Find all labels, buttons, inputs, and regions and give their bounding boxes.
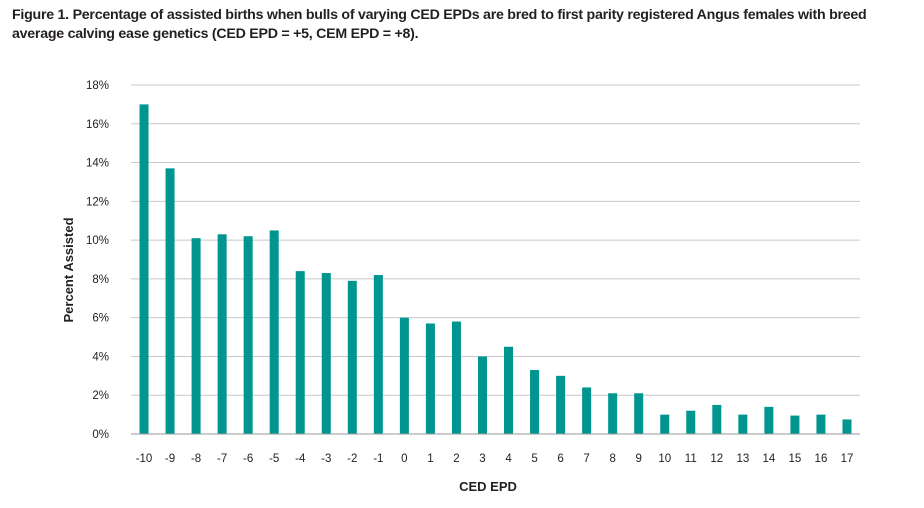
bar xyxy=(347,280,357,434)
bar xyxy=(295,271,305,434)
y-tick-label: 12% xyxy=(86,196,109,208)
x-tick-label: 7 xyxy=(583,453,589,465)
x-tick-label: -10 xyxy=(136,453,153,465)
y-tick-label: 6% xyxy=(92,313,109,325)
bar xyxy=(712,404,722,434)
bar xyxy=(373,275,383,434)
bar xyxy=(165,168,175,434)
bar xyxy=(790,415,800,434)
x-tick-label: -2 xyxy=(347,453,357,465)
y-tick-label: 4% xyxy=(92,351,109,363)
bar xyxy=(451,321,461,434)
bar xyxy=(504,346,514,434)
bar xyxy=(764,406,774,434)
bar xyxy=(556,375,566,434)
x-tick-label: 11 xyxy=(685,453,697,465)
bar xyxy=(269,230,279,434)
x-tick-label: 13 xyxy=(736,453,749,465)
bar xyxy=(243,236,253,434)
bar xyxy=(530,370,540,434)
bar xyxy=(477,356,487,434)
bars xyxy=(139,104,852,434)
x-tick-label: -8 xyxy=(191,453,201,465)
bar xyxy=(634,393,644,434)
x-tick-label: 17 xyxy=(841,453,854,465)
x-tick-label: -7 xyxy=(217,453,227,465)
bar xyxy=(139,104,149,434)
x-tick-label: -6 xyxy=(243,453,253,465)
bar xyxy=(738,414,748,434)
x-axis-title: CED EPD xyxy=(459,479,517,494)
bar xyxy=(217,234,227,434)
y-tick-label: 0% xyxy=(92,429,109,441)
y-tick-label: 10% xyxy=(86,235,109,247)
x-tick-label: -5 xyxy=(269,453,279,465)
bar xyxy=(686,410,696,434)
x-tick-label: -3 xyxy=(321,453,331,465)
x-tick-label: -9 xyxy=(165,453,175,465)
y-tick-label: 18% xyxy=(86,80,109,92)
bar xyxy=(399,317,409,434)
bar xyxy=(582,387,592,434)
y-tick-label: 8% xyxy=(92,274,109,286)
x-tick-label: 16 xyxy=(815,453,828,465)
bar xyxy=(425,323,435,434)
y-tick-labels: 0% 2% 4% 6% 8% 10% 12% 14% 16% 18% xyxy=(86,80,109,441)
bar xyxy=(321,273,331,434)
x-tick-label: 2 xyxy=(453,453,459,465)
x-tick-label: -4 xyxy=(295,453,306,465)
bar xyxy=(842,419,852,434)
bar xyxy=(816,414,826,434)
x-tick-label: 15 xyxy=(789,453,802,465)
x-tick-label: 6 xyxy=(557,453,563,465)
gridlines xyxy=(131,84,860,396)
x-tick-label: 3 xyxy=(479,453,485,465)
x-tick-label: 5 xyxy=(531,453,537,465)
y-tick-label: 2% xyxy=(92,390,109,402)
bar xyxy=(608,393,618,434)
x-tick-label: 14 xyxy=(762,453,775,465)
y-tick-label: 14% xyxy=(86,158,109,170)
y-tick-label: 16% xyxy=(86,119,109,131)
x-tick-label: 4 xyxy=(505,453,512,465)
x-tick-label: 10 xyxy=(658,453,671,465)
y-axis-title: Percent Assisted xyxy=(61,217,76,322)
x-tick-label: -1 xyxy=(373,453,383,465)
x-tick-labels: -10 -9 -8 -7 -6 -5 -4 -3 -2 -1 0 1 2 3 4 5 6 7 8 9 10 11 12 13 1… xyxy=(136,453,854,465)
x-tick-label: 9 xyxy=(635,453,641,465)
bar xyxy=(660,414,670,434)
x-tick-label: 8 xyxy=(609,453,615,465)
x-tick-label: 1 xyxy=(427,453,433,465)
x-tick-label: 12 xyxy=(710,453,723,465)
bar xyxy=(191,238,201,434)
figure-title: Figure 1. Percentage of assisted births … xyxy=(12,7,867,42)
x-tick-label: 0 xyxy=(401,453,407,465)
